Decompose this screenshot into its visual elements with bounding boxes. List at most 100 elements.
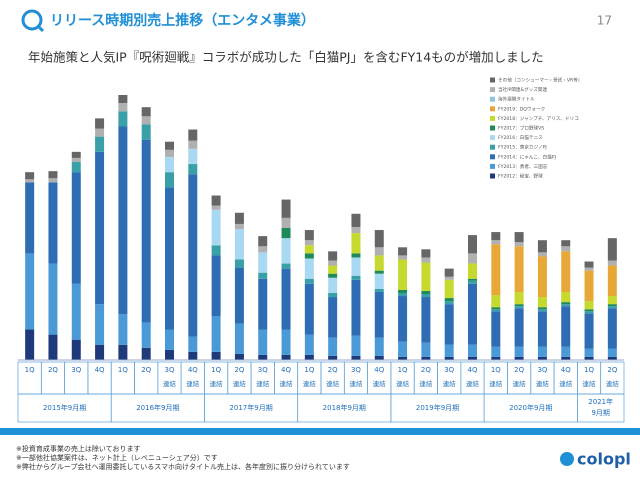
bar-segment [514,242,524,247]
bar-segment [514,356,524,360]
x-tick-label: 2Q [234,366,244,374]
bar-segment [25,182,35,254]
bar-segment [95,118,105,129]
legend-swatch [490,106,495,112]
legend-swatch [490,115,495,121]
bar-segment [491,295,501,308]
bar-segment [71,339,81,360]
legend-label: FY2017：プロ野球VS [498,125,544,132]
bar-segment [607,260,617,266]
header-icon [21,9,43,31]
bar-segment [211,245,221,256]
bar-segment [351,335,361,356]
bar-segment [118,103,128,112]
bar-segment [607,306,617,309]
divider [0,428,640,435]
x-tick-label: 1Q [25,366,35,374]
bar-segment [165,141,174,150]
bar-segment [48,182,58,264]
bar-segment [561,304,571,307]
bar-segment [561,291,571,303]
x-tick-label: 2Q [48,366,58,374]
bar-segment [421,356,431,360]
bar-segment [398,356,408,360]
bar-segment [141,347,151,360]
x-tick-label: 1Q [491,366,501,374]
bar-segment [165,156,174,173]
bar-segment [351,279,361,336]
bar-segment [351,226,361,234]
x-sublabel: 連結 [513,379,527,388]
bar-segment [491,240,501,245]
bar-segment [95,304,105,345]
bar-segment [328,251,338,261]
x-sublabel: 連結 [326,379,340,388]
bar-segment [561,246,571,252]
x-tick-label: 4Q [95,366,105,374]
bar-segment [398,255,408,260]
bar-segment [468,253,477,264]
bar-segment [304,283,314,335]
legend-swatch [490,173,495,179]
bar-segment [281,263,291,269]
bar-segment [351,355,361,360]
legend-swatch [490,77,495,83]
bar-segment [514,232,524,243]
bar-segment [537,311,547,347]
legend-swatch [490,135,495,141]
bar-segment [165,349,174,360]
bar-segment [304,240,314,246]
bar-segment [234,223,244,230]
bar-segment [537,252,547,257]
bar-segment [374,230,384,248]
bar-segment [211,351,221,360]
bar-segment [421,249,431,258]
bar-segment [211,205,221,210]
x-sublabel: 連結 [466,379,480,388]
bar-segment [398,289,408,293]
bar-segment [374,273,384,289]
x-tick-label: 2Q [514,366,524,374]
bar-segment [421,297,431,343]
bar-segment [258,278,268,330]
group-label: 2021年 9月期 [588,397,613,417]
x-sublabel: 連結 [163,379,177,388]
footnote: ※弊社からグループ会社へ運用委託しているスマホ向けタイトル売上は、各年度別に振り… [16,462,350,471]
bar-segment [328,265,338,274]
bar-segment [304,278,314,284]
bar-segment [584,301,594,310]
legend-label: FY2018：ジャンプチ、アリス、ドリコ [498,116,579,122]
bar-segment [584,356,594,360]
bar-segment [71,162,81,173]
bar-segment [328,277,338,293]
x-tick-label: 4Q [561,366,571,374]
bar-segment [584,348,594,357]
group-label: 2019年9月期 [416,403,459,412]
x-sublabel: 連結 [303,379,317,388]
x-tick-label: 2Q [607,366,617,374]
x-tick-label: 3Q [165,366,175,374]
x-tick-label: 4Q [281,366,291,374]
bar-segment [48,263,58,335]
bar-segment [141,116,151,125]
bar-segment [398,259,408,290]
bar-segment [328,297,338,338]
x-tick-label: 4Q [468,366,478,374]
bar-segment [25,172,35,180]
group-label: 2016年9月期 [136,403,179,412]
bar-segment [398,296,408,342]
bar-segment [491,311,501,347]
x-tick-label: 3Q [351,366,361,374]
x-sublabel: 連結 [373,379,387,388]
bar-segment [537,307,547,310]
bar-segment [258,354,268,360]
bar-segment [328,337,338,356]
bar-segment [234,323,244,354]
x-sublabel: 連結 [233,379,247,388]
bar-segment [328,355,338,360]
x-sublabel: 連結 [489,379,503,388]
bar-segment [491,307,501,310]
bar-segment [537,356,547,360]
bar-segment [514,346,524,357]
